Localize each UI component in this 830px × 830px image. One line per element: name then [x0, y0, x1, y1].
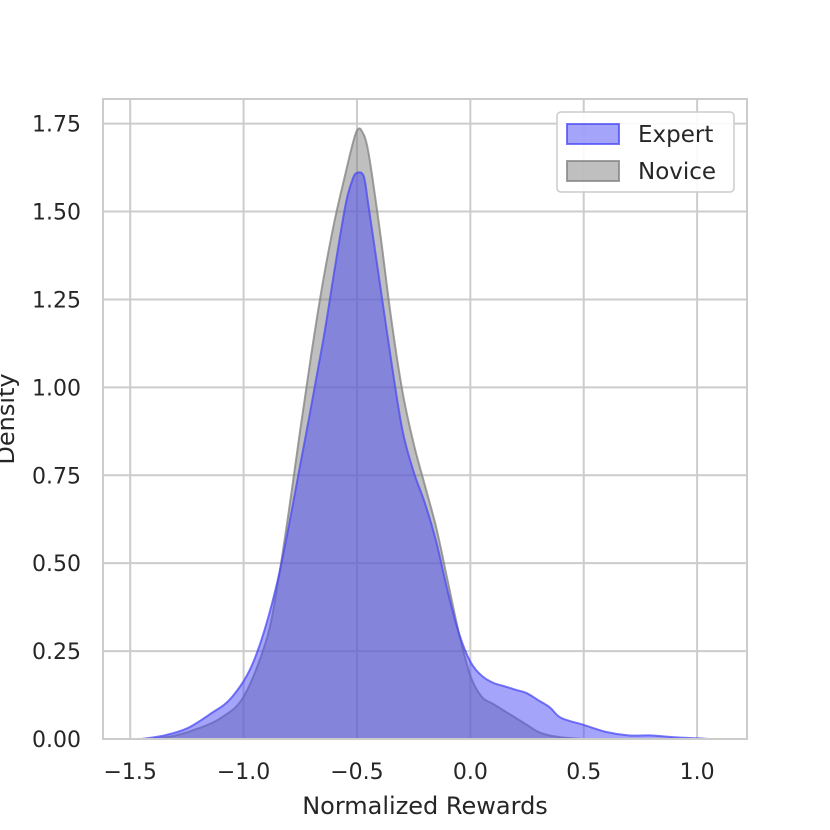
- x-tick-label: −1.0: [217, 760, 270, 785]
- x-tick-labels: −1.5 −1.0 −0.5 0.0 0.5 1.0: [104, 760, 715, 785]
- y-tick-labels: 0.00 0.25 0.50 0.75 1.00 1.25 1.50 1.75: [32, 113, 81, 753]
- y-tick-label: 1.25: [32, 288, 81, 313]
- y-tick-label: 0.75: [32, 464, 81, 489]
- density-line-expert: [141, 171, 709, 740]
- y-axis-label: Density: [0, 373, 20, 464]
- legend-label-expert: Expert: [638, 122, 713, 148]
- y-tick-label: 1.75: [32, 113, 81, 138]
- plot-frame: [102, 98, 748, 740]
- y-tick-label: 0.00: [32, 728, 81, 753]
- y-tick-label: 0.50: [32, 552, 81, 577]
- x-tick-label: 1.0: [680, 760, 715, 785]
- legend-swatch-expert: [566, 123, 620, 145]
- x-tick-label: 0.0: [453, 760, 488, 785]
- y-tick-label: 0.25: [32, 640, 81, 665]
- y-tick-label: 1.50: [32, 201, 81, 226]
- legend-swatch-novice: [566, 160, 620, 182]
- density-areas: [141, 127, 709, 740]
- legend-label-novice: Novice: [638, 159, 716, 185]
- x-tick-label: −0.5: [330, 760, 383, 785]
- x-tick-label: −1.5: [104, 760, 157, 785]
- x-tick-label: 0.5: [566, 760, 601, 785]
- x-axis-label: Normalized Rewards: [302, 792, 548, 820]
- legend: Expert Novice: [556, 111, 735, 193]
- y-tick-label: 1.00: [32, 376, 81, 401]
- density-area-expert: [141, 172, 709, 740]
